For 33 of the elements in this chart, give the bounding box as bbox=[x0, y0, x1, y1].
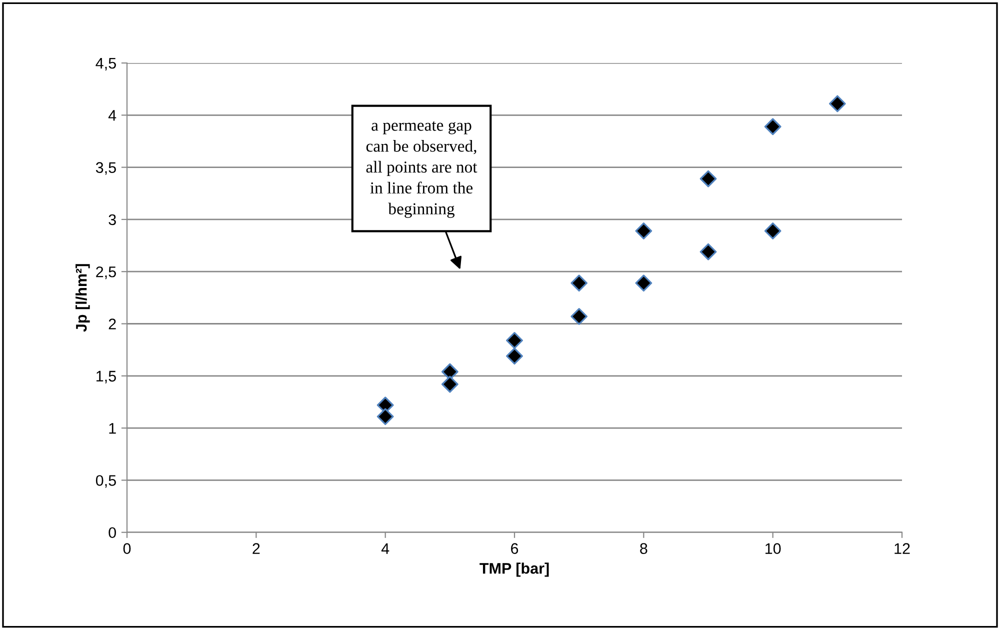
point bbox=[570, 308, 588, 325]
x-tick-label: 8 bbox=[640, 543, 648, 554]
point bbox=[635, 274, 652, 292]
y-tick-label: 3 bbox=[108, 214, 116, 226]
y-tick-label: 2,5 bbox=[96, 266, 116, 280]
point bbox=[635, 222, 652, 240]
y-tick-label: 4,5 bbox=[96, 58, 116, 70]
x-tick-label: 10 bbox=[766, 543, 781, 554]
annotation: a permeate gap can be observed, all points are not in line from the beginning bbox=[366, 121, 478, 218]
y-tick-label: 0 bbox=[108, 527, 116, 538]
x-tick-label: 4 bbox=[381, 543, 390, 554]
x-tick-label: 6 bbox=[511, 543, 518, 554]
point bbox=[764, 222, 782, 240]
y-tick-label: 3,5 bbox=[96, 162, 116, 175]
point bbox=[506, 348, 523, 365]
point bbox=[700, 170, 717, 188]
point bbox=[376, 408, 394, 426]
point bbox=[441, 376, 458, 393]
point bbox=[700, 243, 717, 260]
y-tick-label: 1,5 bbox=[96, 370, 116, 384]
x-tick-label: 0 bbox=[123, 543, 131, 554]
y-tick-label: 4 bbox=[108, 110, 116, 121]
x-tick-label: 2 bbox=[252, 543, 260, 554]
y-tick-label: 1 bbox=[109, 423, 116, 434]
y-tick-label: 2 bbox=[108, 318, 116, 330]
point bbox=[506, 332, 523, 349]
point bbox=[828, 95, 846, 112]
x-tick-label: 12 bbox=[894, 543, 910, 554]
x-axis-title: TMP [bar] bbox=[480, 562, 549, 577]
point bbox=[570, 274, 588, 292]
point bbox=[764, 118, 782, 136]
y-tick-label: 0,5 bbox=[96, 475, 116, 488]
y-axis-title: Jp [l/hm²] bbox=[76, 264, 90, 332]
